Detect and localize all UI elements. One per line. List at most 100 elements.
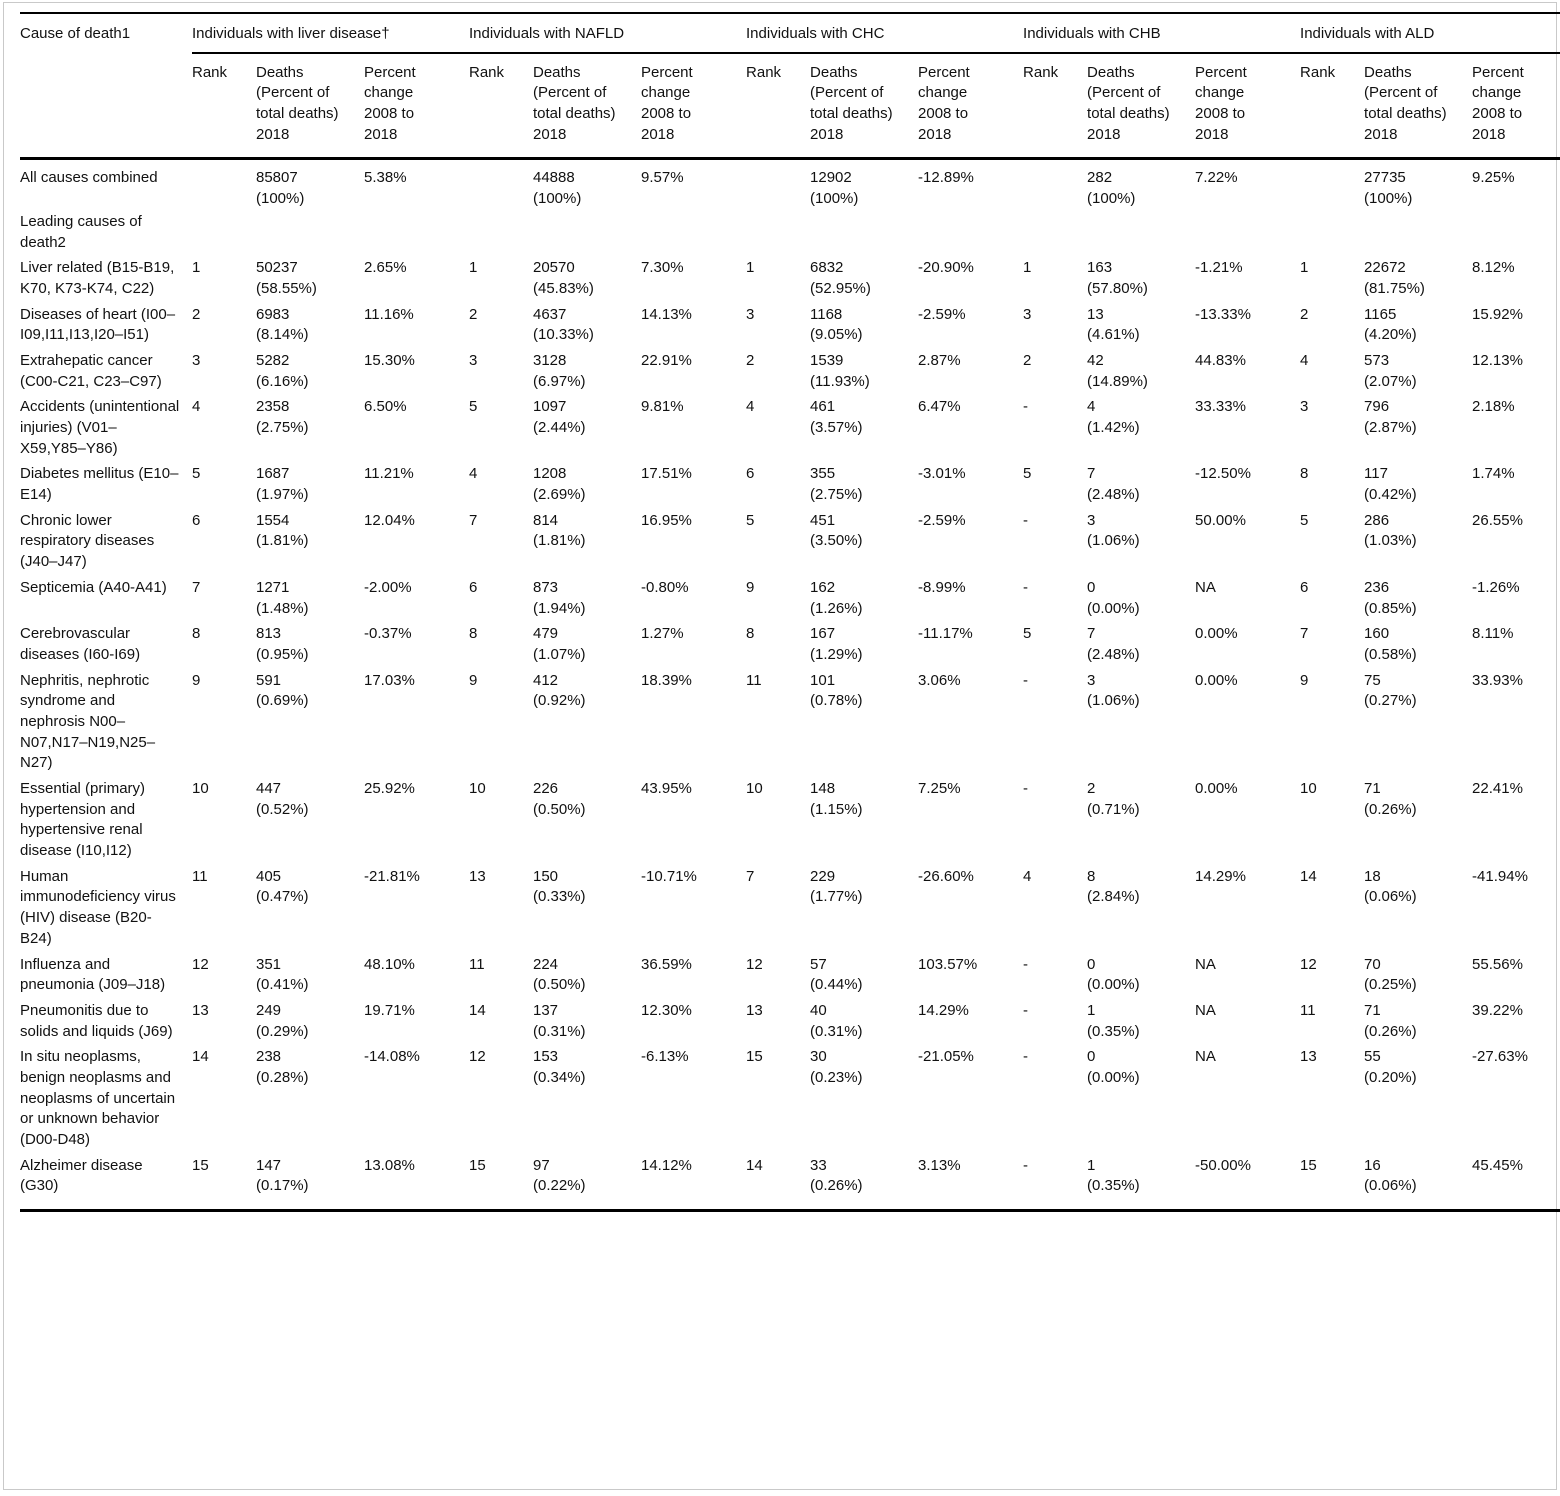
cell-rank: 12 [469,1048,486,1066]
cell-change: -11.17% [918,625,973,643]
cell-rank [192,159,256,210]
cell-rank: - [1023,398,1029,416]
cell-deaths: 71 (0.26%) [1364,1001,1417,1040]
cell-deaths: 167 (1.29%) [810,625,863,663]
cell-deaths: 20570 (45.83%) [533,259,594,297]
cell-deaths: 447 (0.52%) [256,780,309,818]
cell-change: 26.55% [1472,511,1523,529]
cell-rank [1023,159,1087,210]
column-header-deaths: Deaths (Percent of total deaths) 2018 [1087,52,1196,161]
cell-rank: 7 [469,511,478,529]
cell-change: 12.30% [641,1001,692,1019]
column-header-rank: Rank [469,52,533,161]
cell-change: 1.27% [641,625,684,643]
cell-rank: 3 [1300,398,1309,416]
cell-rank: 7 [746,867,755,885]
cell-deaths: 3 (1.06%) [1087,511,1140,550]
cell-rank: - [1023,1001,1029,1019]
cell-rank: 10 [1300,780,1317,797]
cell-deaths: 2358 (2.75%) [256,398,309,436]
cell-rank: 6 [192,511,201,529]
cell-rank: 7 [1300,625,1309,643]
row-label-cause: Human immunodeficiency virus (HIV) disea… [20,867,176,947]
cell-deaths: 153 (0.34%) [533,1048,586,1086]
cell-deaths: 75 (0.27%) [1364,671,1417,710]
cell-rank: 2 [192,305,201,323]
cell-deaths: 249 (0.29%) [256,1001,309,1040]
column-header-change: Percent change 2008 to 2018 [918,52,1024,161]
cell-deaths: 42 (14.89%) [1087,351,1148,390]
cell-deaths: 147 (0.17%) [256,1156,309,1195]
row-label-cause: Liver related (B15-B19, K70, K73-K74, C2… [20,259,175,297]
cell-change: 15.92% [1472,305,1523,323]
cell-deaths: 137 (0.31%) [533,1001,586,1040]
cell-change: -12.89% [918,169,974,187]
cell-deaths: 50237 (58.55%) [256,259,317,297]
cell-deaths: 461 (3.57%) [810,398,863,436]
table-row: Septicemia (A40-A41) 7 1271 (1.48%) -2.00% 6… [20,573,1560,619]
cell-change: 36.59% [641,955,692,973]
cell-deaths: 22672 (81.75%) [1364,259,1425,297]
cell-rank: 7 [192,578,201,596]
cell-rank: 13 [746,1001,763,1019]
cell-rank: 14 [746,1156,763,1174]
cell-rank: 8 [746,625,755,643]
cell-deaths: 0 (0.00%) [1087,955,1140,994]
cell-rank: 10 [469,780,486,797]
cell-deaths: 101 (0.78%) [810,671,863,710]
cell-rank: 15 [469,1156,486,1174]
column-header-rank: Rank [746,52,811,161]
cell-rank: 10 [746,780,763,797]
column-header-rank: Rank [192,52,256,161]
cell-rank: 11 [469,955,485,973]
cell-deaths: 873 (1.94%) [533,578,586,617]
cell-change: NA [1195,1048,1216,1066]
cell-deaths: 40 (0.31%) [810,1001,863,1040]
cell-rank [192,210,256,253]
cell-rank: 13 [1300,1048,1317,1066]
cell-deaths [533,210,641,253]
cell-rank: 3 [1023,305,1032,323]
cell-rank [469,210,533,253]
row-label-cause: Influenza and pneumonia (J09–J18) [20,955,166,994]
cell-rank: 1 [1023,259,1032,277]
cell-deaths: 1687 (1.97%) [256,465,309,504]
row-label-cause: In situ neoplasms, benign neoplasms and … [20,1048,176,1148]
cause-of-death-table: Cause of death1 Individuals with liver d… [20,12,1560,1213]
column-header-deaths: Deaths (Percent of total deaths) 2018 [533,52,641,161]
cell-deaths: 226 (0.50%) [533,780,586,818]
cell-rank: 6 [1300,578,1309,596]
cell-rank: 2 [1300,305,1309,323]
cell-rank: 11 [192,867,208,885]
cell-rank: 8 [469,625,478,643]
cell-rank: 10 [192,780,209,797]
cell-change: 14.29% [918,1001,969,1019]
cell-deaths: 1 (0.35%) [1087,1001,1140,1040]
group-header-liver-disease: Individuals with liver disease† [192,13,469,54]
table-frame: Cause of death1 Individuals with liver d… [3,2,1560,1490]
column-header-deaths: Deaths (Percent of total deaths) 2018 [810,52,919,161]
row-label-cause: Septicemia (A40-A41) [20,578,167,596]
cell-deaths: 1097 (2.44%) [533,398,586,436]
cell-change: 17.51% [641,465,692,483]
cell-deaths: 813 (0.95%) [256,625,309,663]
cell-change: 8.12% [1472,259,1515,277]
table-row: All causes combined 85807 (100%) 5.38% 4488… [20,159,1560,210]
group-header-chc: Individuals with CHC [746,13,1024,54]
cell-rank: 12 [1300,955,1317,973]
cell-change: NA [1195,955,1216,973]
cell-rank: 12 [746,955,763,973]
cell-change: -27.63% [1472,1048,1528,1066]
cell-rank: - [1023,578,1029,596]
cell-change: 3.13% [918,1156,961,1174]
cell-change: -12.50% [1195,465,1251,483]
table-row: Human immunodeficiency virus (HIV) disea… [20,862,1560,950]
cell-deaths: 4637 (10.33%) [533,305,594,344]
cell-rank: 5 [1023,465,1032,483]
cell-change: 0.00% [1195,625,1238,643]
column-header-change: Percent change 2008 to 2018 [1195,52,1301,161]
subheader-row: Rank Deaths (Percent of total deaths) 20… [20,52,1560,161]
cell-change: 11.16% [364,305,414,323]
column-header-rank: Rank [1023,52,1088,161]
cell-rank: 5 [469,398,478,416]
